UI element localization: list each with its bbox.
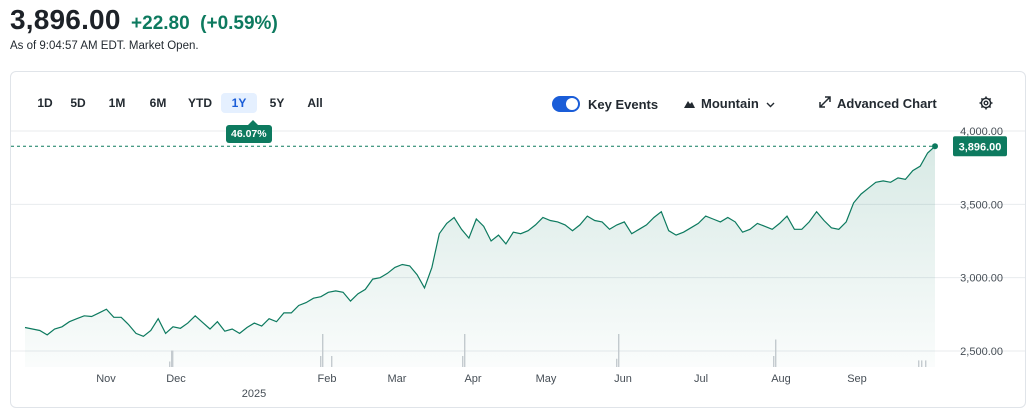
range-5d[interactable]: 5D	[70, 96, 86, 110]
x-tick-label: Jun	[614, 373, 632, 385]
price-change-percent: (+0.59%)	[200, 13, 278, 34]
range-1y[interactable]: 1Y	[221, 93, 257, 113]
y-tick-label: 4,000.00	[960, 126, 1003, 138]
toggle-switch[interactable]	[552, 96, 580, 112]
current-price: 3,896.00	[10, 4, 121, 35]
x-tick-label: May	[536, 373, 557, 385]
last-price-label: 3,896.00	[959, 141, 1002, 153]
year-label: 2025	[242, 388, 266, 400]
range-5y[interactable]: 5Y	[269, 96, 285, 110]
key-events-toggle[interactable]: Key Events	[552, 96, 658, 112]
price-change: +22.80	[131, 13, 190, 34]
x-tick-label: Aug	[771, 373, 791, 385]
as-of-timestamp: As of 9:04:57 AM EDT. Market Open.	[10, 40, 199, 52]
x-tick-label: Feb	[318, 373, 337, 385]
mountain-icon	[684, 96, 695, 111]
y-tick-label: 3,500.00	[960, 199, 1003, 211]
x-tick-label: Apr	[464, 373, 481, 385]
y-tick-label: 2,500.00	[960, 346, 1003, 358]
x-tick-label: Nov	[96, 373, 116, 385]
last-price-dot	[932, 143, 938, 150]
chevron-down-icon	[766, 96, 775, 111]
chart-type-dropdown[interactable]: Mountain	[684, 96, 775, 111]
settings-button[interactable]	[979, 96, 993, 113]
x-tick-label: Dec	[166, 373, 186, 385]
price-chart[interactable]: 4,000.00 3,500.00 3,000.00 2,500.00 Nov Dec Fe…	[11, 72, 1026, 408]
range-ytd[interactable]: YTD	[188, 96, 212, 110]
y-tick-label: 3,000.00	[960, 273, 1003, 285]
range-1m[interactable]: 1M	[108, 96, 126, 110]
price-line	[24, 145, 936, 337]
range-selector: 1D 5D 1M 6M YTD 1Y 5Y All	[31, 93, 333, 113]
advanced-chart-label: Advanced Chart	[837, 96, 937, 111]
range-1d[interactable]: 1D	[37, 96, 53, 110]
last-price-tag	[953, 136, 1007, 157]
x-tick-label: Mar	[388, 373, 407, 385]
range-6m[interactable]: 6M	[149, 96, 167, 110]
advanced-chart-button[interactable]: Advanced Chart	[819, 96, 937, 111]
x-tick-label: Jul	[694, 373, 708, 385]
chart-type-label: Mountain	[701, 96, 759, 111]
key-events-label: Key Events	[588, 96, 659, 112]
chart-card: 4,000.00 3,500.00 3,000.00 2,500.00 Nov Dec Fe…	[10, 71, 1026, 408]
x-tick-label: Sep	[847, 373, 867, 385]
range-all[interactable]: All	[307, 96, 323, 110]
gear-icon	[979, 96, 993, 113]
quote-header: 3,896.00 +22.80 (+0.59%)	[10, 4, 278, 36]
range-return-badge: 46.07%	[226, 120, 272, 143]
area-fill	[25, 146, 935, 367]
expand-icon	[819, 96, 831, 111]
